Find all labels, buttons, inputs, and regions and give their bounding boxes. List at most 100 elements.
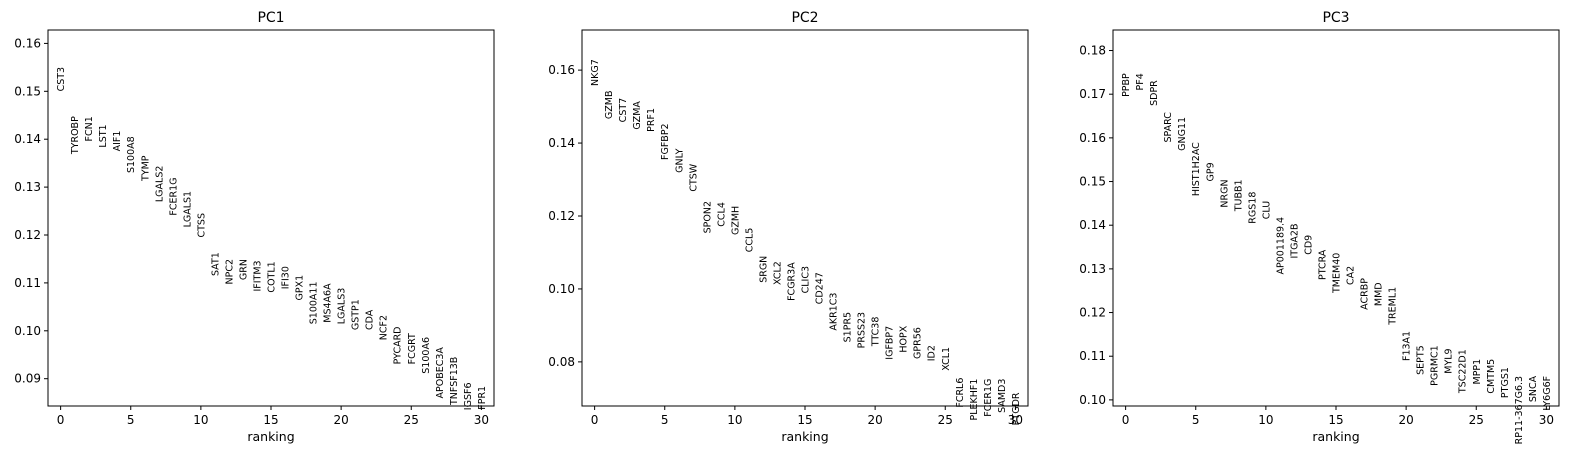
- gene-label: MYL9: [1444, 348, 1455, 373]
- gene-label: LY6G6F: [1542, 376, 1553, 411]
- gene-label: LGALS3: [337, 288, 348, 325]
- y-tick-label: 0.14: [1079, 218, 1106, 232]
- gene-label: SNCA: [1528, 375, 1539, 402]
- y-tick-label: 0.11: [1079, 349, 1106, 363]
- y-tick-label: 0.12: [14, 228, 41, 242]
- gene-label: NKG7: [590, 59, 601, 86]
- y-tick-label: 0.13: [14, 180, 41, 194]
- gene-label: S1PR5: [843, 312, 854, 342]
- chart-panel-pc2: PC2 0 5 10 15 20 25 30 0.08 0.10 0.12 0.14 0.16 ranki…: [548, 10, 1029, 444]
- x-tick-label: 30: [474, 413, 489, 427]
- gene-label: RP11-367G6.3: [1514, 376, 1525, 444]
- gene-label: FPR1: [477, 386, 488, 410]
- gene-label: COTL1: [267, 261, 278, 292]
- gene-label: CLIC3: [801, 266, 812, 293]
- gene-label: PRSS23: [857, 312, 868, 348]
- gene-label: GZMA: [632, 101, 643, 130]
- gene-label: PPBP: [1121, 73, 1132, 97]
- gene-label: CCL5: [744, 228, 755, 253]
- gene-label: CDA: [365, 309, 376, 330]
- gene-label: TSC22D1: [1458, 349, 1469, 394]
- y-tick-label: 0.08: [548, 355, 575, 369]
- plot-area: [1112, 29, 1560, 407]
- gene-label: S100A8: [126, 136, 137, 173]
- chart-title: PC3: [1322, 10, 1349, 26]
- gene-label: TTC38: [871, 317, 882, 348]
- gene-label: FCER1G: [983, 379, 994, 417]
- y-tick-label: 0.12: [548, 209, 575, 223]
- gene-label: NPC2: [224, 259, 235, 285]
- gene-label: NCF2: [379, 315, 390, 340]
- gene-label: PTGDR: [1011, 392, 1022, 425]
- y-tick-label: 0.16: [1079, 131, 1106, 145]
- y-tick-label: 0.16: [14, 36, 41, 50]
- gene-label: CMTM5: [1486, 359, 1497, 394]
- gene-label: MS4A6A: [323, 283, 334, 323]
- gene-label: TUBB1: [1233, 179, 1244, 212]
- gene-label: NRGN: [1219, 179, 1230, 207]
- gene-label: CCL4: [716, 202, 727, 227]
- gene-label: FCER1G: [168, 178, 179, 216]
- gene-label: ACRBP: [1360, 278, 1371, 310]
- gene-label: LST1: [98, 124, 109, 147]
- gene-label: XCL2: [772, 261, 783, 285]
- gene-label: PYCARD: [393, 327, 404, 365]
- chart-panel-pc1: PC1 0 5 10 15 20 25 30 0.09 0.10 0.11 0.12 0.13 0.14 0…: [14, 10, 495, 444]
- x-tick-label: 10: [1258, 413, 1273, 427]
- gene-label: S100A6: [421, 337, 432, 374]
- gene-label: SPARC: [1163, 112, 1174, 143]
- x-tick-label: 5: [1192, 413, 1200, 427]
- gene-label: GSTP1: [351, 299, 362, 330]
- gene-label: GPX1: [295, 275, 306, 301]
- gene-label: MMD: [1374, 282, 1385, 306]
- x-tick-label: 25: [404, 413, 419, 427]
- x-tick-label: 10: [193, 413, 208, 427]
- x-axis-label: ranking: [781, 429, 828, 444]
- x-axis-label: ranking: [247, 429, 294, 444]
- gene-label: CTSS: [196, 213, 207, 238]
- x-tick-label: 0: [591, 413, 599, 427]
- x-tick-label: 30: [1539, 413, 1554, 427]
- gene-label: IGFBP7: [885, 326, 896, 360]
- y-tick-label: 0.15: [14, 84, 41, 98]
- y-tick-label: 0.10: [1079, 393, 1106, 407]
- x-axis-label: ranking: [1312, 429, 1359, 444]
- gene-label: XCL1: [941, 347, 952, 371]
- y-tick-label: 0.16: [548, 63, 575, 77]
- gene-label: AIF1: [112, 131, 123, 152]
- y-tick-label: 0.13: [1079, 262, 1106, 276]
- gene-label: LGALS2: [154, 166, 165, 203]
- gene-label: FCRL6: [955, 378, 966, 408]
- gene-label: CA2: [1346, 266, 1357, 285]
- x-tick-label: 10: [727, 413, 742, 427]
- gene-label: ITGA2B: [1289, 224, 1300, 259]
- gene-label: CTSW: [688, 163, 699, 191]
- gene-label: CD247: [815, 272, 826, 304]
- gene-label: SDPR: [1149, 80, 1160, 106]
- gene-label: TYMP: [140, 155, 151, 182]
- gene-label: S100A11: [309, 282, 320, 325]
- x-tick-label: 20: [1398, 413, 1413, 427]
- gene-label: GNG11: [1177, 117, 1188, 151]
- x-tick-label: 15: [263, 413, 278, 427]
- gene-label: HOPX: [899, 325, 910, 352]
- gene-label: GRN: [238, 259, 249, 280]
- y-tick-label: 0.15: [1079, 175, 1106, 189]
- gene-label: HIST1H2AC: [1191, 142, 1202, 196]
- gene-label: FCN1: [84, 116, 95, 141]
- x-tick-label: 20: [333, 413, 348, 427]
- y-tick-label: 0.14: [548, 136, 575, 150]
- gene-label: AP001189.4: [1275, 217, 1286, 275]
- gene-label: TYROBP: [70, 116, 81, 155]
- gene-label: TMEM40: [1332, 253, 1343, 294]
- gene-label: PRF1: [646, 108, 657, 132]
- gene-label: GPR56: [913, 327, 924, 359]
- gene-label: PGRMC1: [1430, 345, 1441, 386]
- gene-label: GZMH: [730, 206, 741, 235]
- gene-label: TREML1: [1388, 287, 1399, 326]
- gene-label: APOBEC3A: [435, 347, 446, 399]
- gene-label: FCGR3A: [787, 262, 798, 301]
- gene-label: FCGRT: [407, 333, 418, 364]
- gene-label: IFI30: [281, 266, 292, 289]
- gene-label: SAMD3: [997, 379, 1008, 413]
